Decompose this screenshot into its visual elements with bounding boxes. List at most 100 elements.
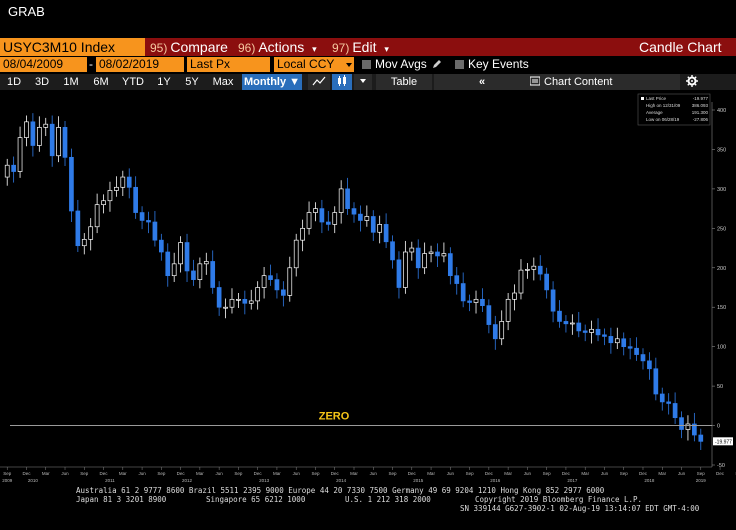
actions-button[interactable]: 96) Actions ▾ xyxy=(238,38,317,56)
x-year-label: 2015 xyxy=(413,478,424,483)
candle-body xyxy=(261,275,267,288)
candle-body xyxy=(4,164,10,178)
candle-body xyxy=(685,423,691,430)
line-chart-button[interactable] xyxy=(308,74,330,90)
chart-content-icon xyxy=(529,76,541,86)
candlestick-chart[interactable]: 400 350 300 250 200 150 100 50 0 -50 Sep Dec Mar Jun… xyxy=(0,90,736,483)
candle-body xyxy=(672,403,678,419)
x-year-label: 2014 xyxy=(336,478,347,483)
candle-body xyxy=(435,251,440,257)
candle-body xyxy=(300,227,305,241)
x-month-label: Jun xyxy=(370,471,378,476)
settings-button[interactable] xyxy=(682,74,702,90)
x-month-label: Sep xyxy=(697,471,706,476)
x-month-label: Dec xyxy=(331,471,340,476)
period-3d[interactable]: 3D xyxy=(34,76,50,88)
legend-last-swatch xyxy=(641,97,644,100)
candle-body xyxy=(139,212,145,221)
x-month-label: Mar xyxy=(658,471,666,476)
start-date-field[interactable]: 08/04/2009 xyxy=(0,57,87,72)
candle-body xyxy=(158,239,164,253)
footer-contacts-line1: Australia 61 2 9777 8600 Brazil 5511 239… xyxy=(76,486,605,495)
period-ytd[interactable]: YTD xyxy=(122,76,144,88)
key-events-checkbox[interactable] xyxy=(455,60,464,69)
edit-chevron-down-icon: ▾ xyxy=(384,44,389,54)
collapse-button[interactable]: « xyxy=(434,74,530,90)
candle-body xyxy=(390,241,395,261)
candle-body xyxy=(570,322,575,325)
x-month-label: Dec xyxy=(485,471,494,476)
candle-body xyxy=(537,265,543,275)
candle-body xyxy=(614,338,620,344)
candle-body xyxy=(518,269,524,294)
candle-body xyxy=(595,328,601,336)
key-events-toggle[interactable]: Key Events xyxy=(455,57,529,72)
price-field-select[interactable]: Last Px xyxy=(187,57,270,72)
candle-body xyxy=(17,137,23,172)
candle-body xyxy=(75,210,81,247)
x-month-label: Dec xyxy=(408,471,417,476)
x-month-label: Sep xyxy=(543,471,552,476)
chevron-down-icon xyxy=(346,63,352,67)
pencil-icon[interactable] xyxy=(432,59,442,69)
period-1m[interactable]: 1M xyxy=(63,76,79,88)
candle-body xyxy=(268,275,273,280)
compare-label: Compare xyxy=(170,39,228,55)
candle-body xyxy=(62,127,68,158)
range-toolbar: 08/04/2009 - 08/02/2019 Last Px Local CC… xyxy=(0,57,736,73)
command-toolbar: USYC3M10 Index 95) Compare 96) Actions ▾ 9… xyxy=(0,38,736,56)
mov-avgs-toggle[interactable]: Mov Avgs xyxy=(362,57,442,72)
compare-button[interactable]: 95) Compare xyxy=(150,38,228,56)
chart-content-button[interactable]: Chart Content xyxy=(520,74,680,90)
ticker-field[interactable]: USYC3M10 Index xyxy=(0,38,145,56)
candle-body xyxy=(525,269,530,271)
x-month-label: Sep xyxy=(311,471,320,476)
currency-dropdown-icon[interactable] xyxy=(344,57,354,72)
chart-area[interactable]: 400 350 300 250 200 150 100 50 0 -50 Sep Dec Mar Jun… xyxy=(0,90,736,483)
candle-body xyxy=(178,242,183,265)
table-button[interactable]: Table xyxy=(376,74,432,90)
y-tick-label: -50 xyxy=(717,463,725,469)
actions-shortcut: 96) xyxy=(238,41,256,55)
end-date-field[interactable]: 08/02/2019 xyxy=(96,57,184,72)
candle-body xyxy=(441,253,447,257)
candle-body xyxy=(216,287,222,308)
chart-style-dropdown[interactable] xyxy=(354,74,372,90)
candle-body xyxy=(133,186,138,213)
date-separator: - xyxy=(89,57,93,71)
x-year-label: 2018 xyxy=(644,478,655,483)
candle-body xyxy=(447,253,453,277)
legend-average-value: 191.300 xyxy=(692,110,709,115)
mov-avgs-checkbox[interactable] xyxy=(362,60,371,69)
period-max[interactable]: Max xyxy=(212,76,234,88)
candle-body xyxy=(69,156,74,212)
x-month-label: Dec xyxy=(716,471,725,476)
candle-body xyxy=(223,306,228,309)
period-1y[interactable]: 1Y xyxy=(157,76,171,88)
candle-body xyxy=(403,251,408,288)
candle-body xyxy=(126,176,132,188)
candle-body xyxy=(653,368,659,395)
period-5y[interactable]: 5Y xyxy=(185,76,199,88)
candle-chart-button[interactable] xyxy=(332,74,352,90)
candle-body xyxy=(332,212,338,225)
candle-body xyxy=(396,259,402,288)
x-year-label: 2013 xyxy=(259,478,270,483)
currency-select[interactable]: Local CCY xyxy=(274,57,344,72)
candle-body xyxy=(49,123,55,157)
candle-body xyxy=(229,298,235,308)
candle-body xyxy=(415,247,421,269)
candle-body xyxy=(480,298,485,306)
candle-body xyxy=(422,253,427,269)
period-6m[interactable]: 6M xyxy=(93,76,109,88)
candle-body xyxy=(242,298,248,304)
candle-body xyxy=(647,360,652,370)
frequency-select[interactable]: Monthly ▼ xyxy=(242,74,302,90)
candle-body xyxy=(101,200,106,206)
edit-button[interactable]: 97) Edit ▾ xyxy=(332,38,389,56)
candle-body xyxy=(24,121,29,138)
period-1d[interactable]: 1D xyxy=(6,76,22,88)
candle-body xyxy=(88,226,94,240)
candle-body xyxy=(364,216,370,221)
chart-type-label[interactable]: Candle Chart xyxy=(639,39,722,55)
